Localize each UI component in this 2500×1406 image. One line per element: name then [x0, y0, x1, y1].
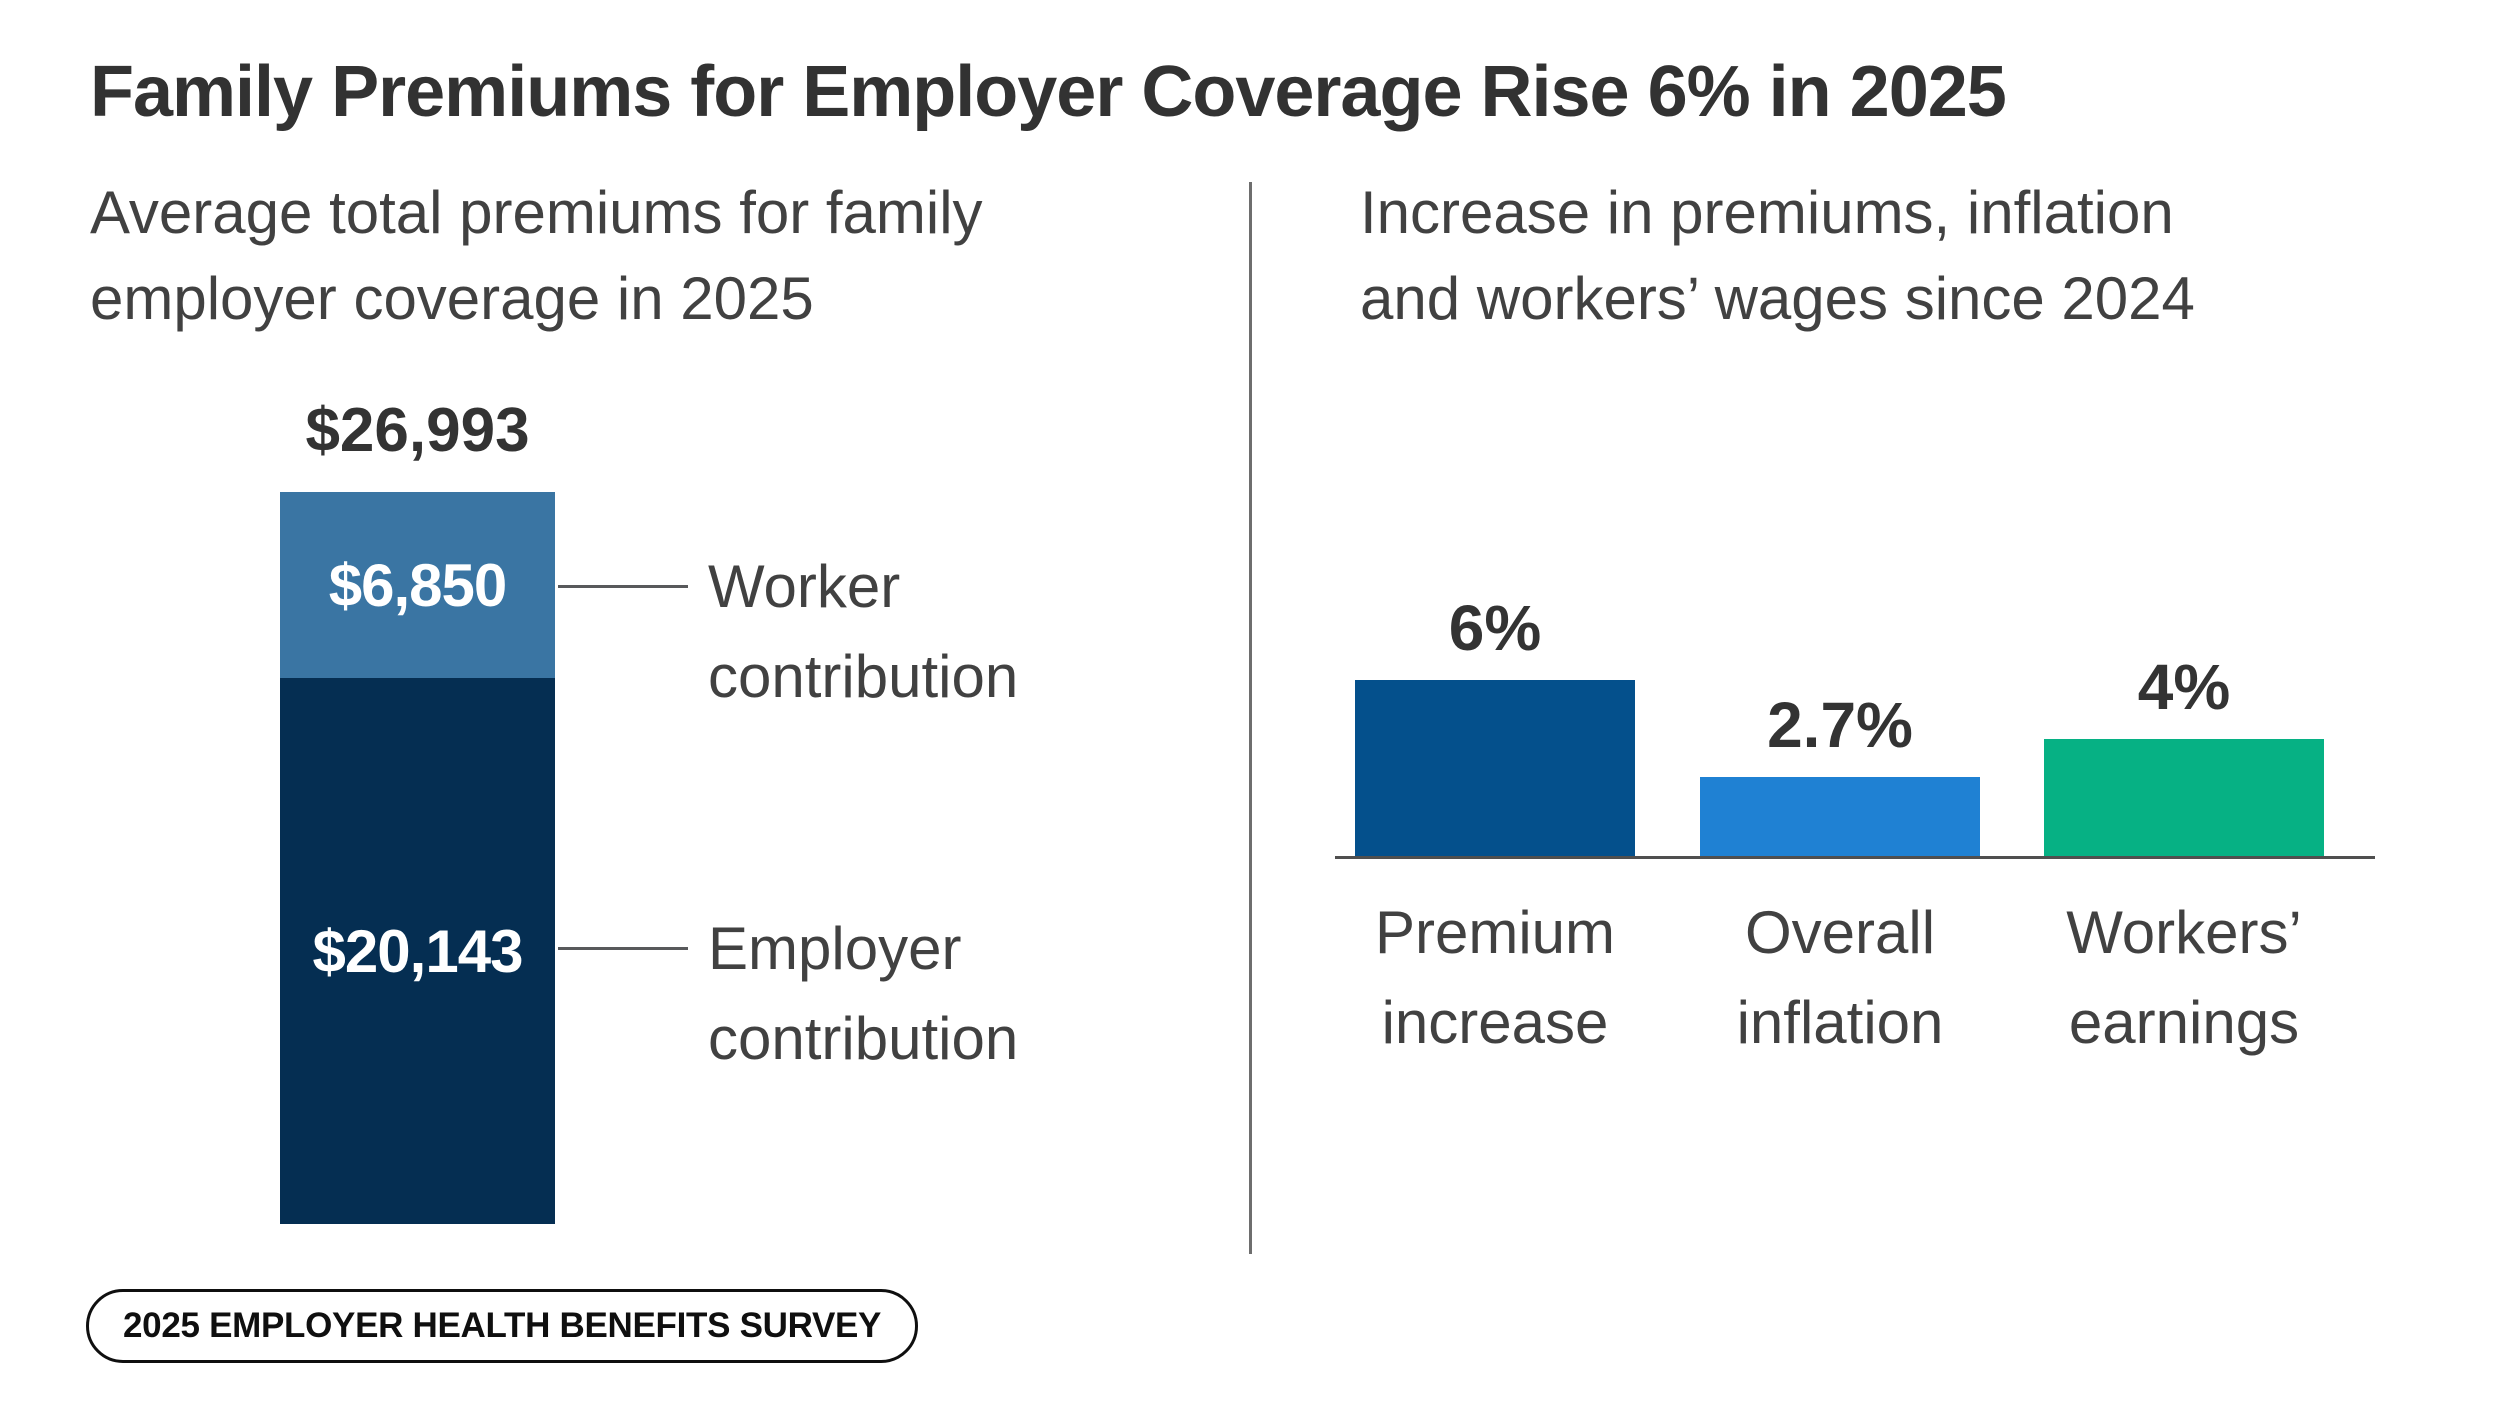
employer-label-line1: Employer: [708, 915, 962, 982]
worker-contribution-label: Worker contribution: [708, 542, 1228, 722]
right-chart-subtitle: Increase in premiums, inflation and work…: [1360, 170, 2195, 342]
left-chart-subtitle-line2: employer coverage in 2025: [90, 265, 814, 332]
employer-contribution-value: $20,143: [312, 917, 524, 985]
page-title: Family Premiums for Employer Coverage Ri…: [90, 52, 2007, 132]
panel-divider-line: [1249, 182, 1252, 1254]
survey-badge-label: 2025 EMPLOYER HEALTH BENEFITS SURVEY: [123, 1306, 882, 1345]
survey-badge: 2025 EMPLOYER HEALTH BENEFITS SURVEY: [86, 1289, 919, 1363]
premium-increase-label: Premium increase: [1325, 888, 1665, 1068]
left-chart-subtitle: Average total premiums for family employ…: [90, 170, 983, 342]
premium-increase-bar: [1355, 680, 1635, 856]
stacked-premium-bar: $6,850 $20,143: [280, 492, 555, 1224]
worker-callout-line: [558, 585, 688, 588]
employer-contribution-segment: $20,143: [280, 678, 555, 1224]
worker-label-line1: Worker: [708, 553, 901, 620]
left-chart-subtitle-line1: Average total premiums for family: [90, 179, 983, 246]
overall-inflation-label-line2: inflation: [1736, 989, 1944, 1056]
employer-label-line2: contribution: [708, 1005, 1019, 1072]
right-chart-subtitle-line2: and workers’ wages since 2024: [1360, 265, 2195, 332]
workers-earnings-label: Workers’ earnings: [2014, 888, 2354, 1068]
workers-earnings-value: 4%: [2137, 651, 2231, 723]
worker-contribution-value: $6,850: [328, 551, 508, 619]
workers-earnings-label-line1: Workers’: [2066, 899, 2302, 966]
workers-earnings-bar: [2044, 739, 2324, 856]
overall-inflation-bar: [1700, 777, 1980, 856]
premium-increase-label-line1: Premium: [1374, 899, 1616, 966]
workers-earnings-label-line2: earnings: [2068, 989, 2300, 1056]
premium-increase-value: 6%: [1448, 592, 1542, 664]
premium-increase-label-line2: increase: [1381, 989, 1609, 1056]
worker-label-line2: contribution: [708, 643, 1019, 710]
overall-inflation-label-line1: Overall: [1744, 899, 1936, 966]
overall-inflation-column: 2.7%: [1700, 560, 1980, 856]
overall-inflation-label: Overall inflation: [1670, 888, 2010, 1068]
employer-contribution-label: Employer contribution: [708, 904, 1228, 1084]
total-premium-label: $26,993: [305, 396, 530, 465]
increase-bar-chart: 6% 2.7% 4%: [1335, 560, 2375, 859]
right-chart-subtitle-line1: Increase in premiums, inflation: [1360, 179, 2174, 246]
worker-contribution-segment: $6,850: [280, 492, 555, 678]
premium-increase-column: 6%: [1355, 560, 1635, 856]
employer-callout-line: [558, 947, 688, 950]
overall-inflation-value: 2.7%: [1767, 689, 1913, 761]
workers-earnings-column: 4%: [2044, 560, 2324, 856]
